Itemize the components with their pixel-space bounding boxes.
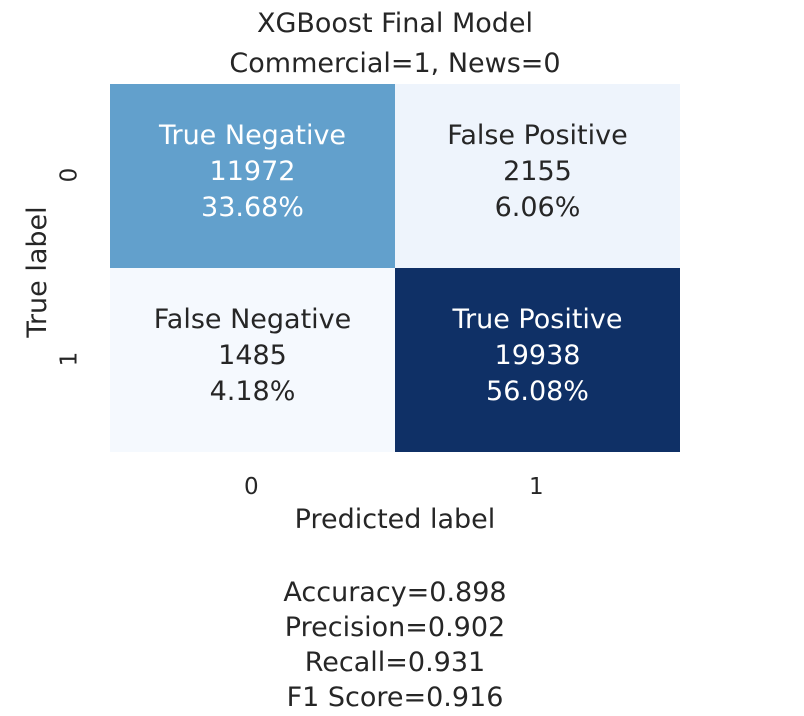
chart-title-line1: XGBoost Final Model (256, 8, 534, 39)
y-tick-1: 1 (56, 351, 83, 367)
cell-count: 11972 (209, 156, 296, 187)
cell-annotation: True Positive 19938 56.08% (452, 302, 622, 410)
heatmap-cell: False Positive 2155 6.06% (395, 84, 680, 268)
y-tick-0: 0 (56, 167, 83, 183)
f1-score-metric: F1 Score=0.916 (286, 682, 504, 713)
cell-name: False Negative (153, 304, 352, 335)
chart-title-line2: Commercial=1, News=0 (229, 48, 561, 79)
cell-percent: 6.06% (494, 192, 581, 223)
metrics-block: Accuracy=0.898 Precision=0.902 Recall=0.… (110, 575, 680, 715)
cell-percent: 4.18% (209, 376, 296, 407)
cell-annotation: False Positive 2155 6.06% (447, 118, 627, 226)
heatmap-cell: True Positive 19938 56.08% (395, 268, 680, 452)
cell-annotation: False Negative 1485 4.18% (154, 302, 352, 410)
cell-percent: 33.68% (201, 192, 304, 223)
cell-annotation: True Negative 11972 33.68% (159, 118, 346, 226)
cell-name: False Positive (447, 120, 628, 151)
cell-percent: 56.08% (486, 376, 589, 407)
heatmap-cell: False Negative 1485 4.18% (110, 268, 395, 452)
cell-name: True Positive (452, 304, 623, 335)
cell-count: 19938 (494, 340, 581, 371)
x-tick-1: 1 (529, 474, 544, 500)
precision-metric: Precision=0.902 (284, 612, 506, 643)
heatmap-cell: True Negative 11972 33.68% (110, 84, 395, 268)
cell-count: 2155 (503, 156, 572, 187)
recall-metric: Recall=0.931 (304, 647, 486, 678)
accuracy-metric: Accuracy=0.898 (283, 577, 507, 608)
cell-count: 1485 (218, 340, 287, 371)
x-axis-label: Predicted label (294, 504, 496, 535)
x-tick-0: 0 (244, 474, 259, 500)
y-axis-label: True label (22, 206, 53, 338)
cell-name: True Negative (158, 120, 347, 151)
